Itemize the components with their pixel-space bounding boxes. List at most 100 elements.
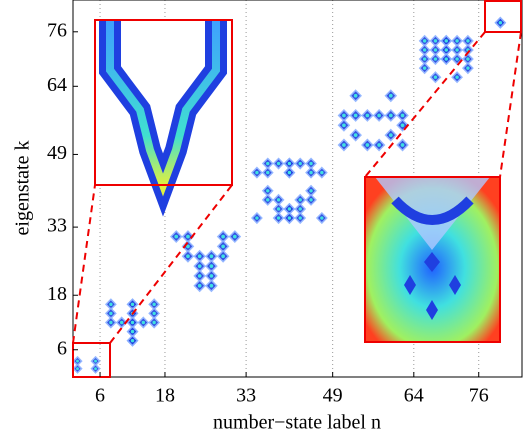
blob-core [94, 367, 97, 371]
blob-core [444, 57, 448, 61]
blob-core [255, 216, 259, 220]
x-tick-label: 64 [404, 385, 424, 407]
y-tick-label: 49 [47, 142, 67, 164]
blob-core [388, 133, 393, 137]
block [251, 157, 328, 225]
blob-core [209, 264, 214, 268]
blob-core [152, 311, 156, 316]
zoom-line [109, 184, 233, 344]
blob-core [298, 198, 302, 202]
blob-core [276, 207, 281, 211]
blob-core [342, 143, 346, 147]
blob-core [197, 254, 202, 259]
blob-core [141, 320, 146, 325]
blob-core [353, 133, 358, 137]
blob-core [287, 170, 292, 175]
blob-core [221, 244, 225, 249]
blob-core [388, 93, 393, 98]
blob-core [444, 39, 448, 43]
blob-core [109, 320, 113, 325]
blob-core [455, 57, 459, 61]
y-axis-label: eigenstate k [12, 141, 34, 236]
blob-core [255, 170, 259, 175]
blob-core [174, 234, 179, 239]
blob-core [400, 143, 405, 147]
blob-core [309, 161, 313, 166]
blob-core [298, 161, 302, 166]
blob-core [287, 216, 292, 220]
block [494, 16, 507, 29]
inset-right [364, 176, 501, 343]
blob-core [94, 359, 97, 363]
blob-core [422, 57, 427, 61]
blob-core [276, 216, 281, 220]
blob-core [209, 274, 214, 278]
blob-core [109, 302, 113, 307]
blob-core [365, 143, 370, 147]
blob-core [466, 57, 470, 61]
inset-left [94, 19, 233, 217]
blob-core [119, 320, 124, 325]
zoom-line [499, 31, 522, 178]
blob-core [197, 264, 202, 268]
blob-core [76, 359, 79, 363]
blob-core [342, 123, 346, 128]
axes-frame [72, 0, 523, 378]
blob-core [209, 254, 214, 259]
zoom-box [484, 0, 522, 33]
blob-core [309, 170, 313, 175]
blob-core [455, 75, 459, 79]
blob-core [266, 189, 270, 193]
blob-core [353, 113, 358, 118]
blob-core [320, 170, 324, 175]
blob-core [422, 39, 427, 43]
blob-core [433, 57, 438, 61]
y-tick-label: 6 [57, 337, 67, 359]
x-tick-label: 33 [236, 385, 256, 407]
zoom-box [72, 342, 111, 378]
blob-core [266, 198, 270, 202]
blob-core [276, 198, 281, 202]
blob-core [400, 113, 405, 118]
zoom-line [364, 31, 486, 178]
blob-core [455, 39, 459, 43]
blob-core [377, 113, 381, 118]
blob-core [266, 161, 270, 166]
x-tick-label: 6 [95, 385, 105, 407]
y-tick-label: 64 [47, 74, 67, 96]
blob-core [130, 302, 135, 307]
blob-core [365, 113, 370, 118]
blob-core [433, 75, 438, 79]
blob-core [152, 302, 156, 307]
blob-core [130, 320, 135, 325]
blob-core [377, 143, 381, 147]
blob-core [422, 48, 427, 52]
blob-core [287, 207, 292, 211]
x-tick-label: 76 [469, 385, 489, 407]
blob-core [109, 311, 113, 316]
blob-core [186, 254, 190, 259]
zoom-line [72, 184, 96, 344]
blob-core [232, 234, 237, 239]
blob-core [130, 329, 135, 334]
x-tick-label: 49 [323, 385, 343, 407]
blob-core [466, 66, 470, 70]
blob-core [422, 66, 427, 70]
y-tick-label: 33 [47, 215, 67, 237]
blob-core [76, 367, 79, 371]
blob-core [298, 216, 302, 220]
blob-core [388, 113, 393, 118]
blob-core [342, 113, 346, 118]
x-tick-label: 18 [155, 385, 175, 407]
blob-core [455, 48, 459, 52]
blob-core [353, 93, 358, 98]
blob-core [276, 161, 281, 166]
block [72, 355, 101, 374]
blob-core [320, 216, 324, 220]
blob-core [444, 48, 448, 52]
blob-core [433, 48, 438, 52]
blob-core [186, 234, 190, 239]
blob-core [433, 39, 438, 43]
blob-core [466, 39, 470, 43]
